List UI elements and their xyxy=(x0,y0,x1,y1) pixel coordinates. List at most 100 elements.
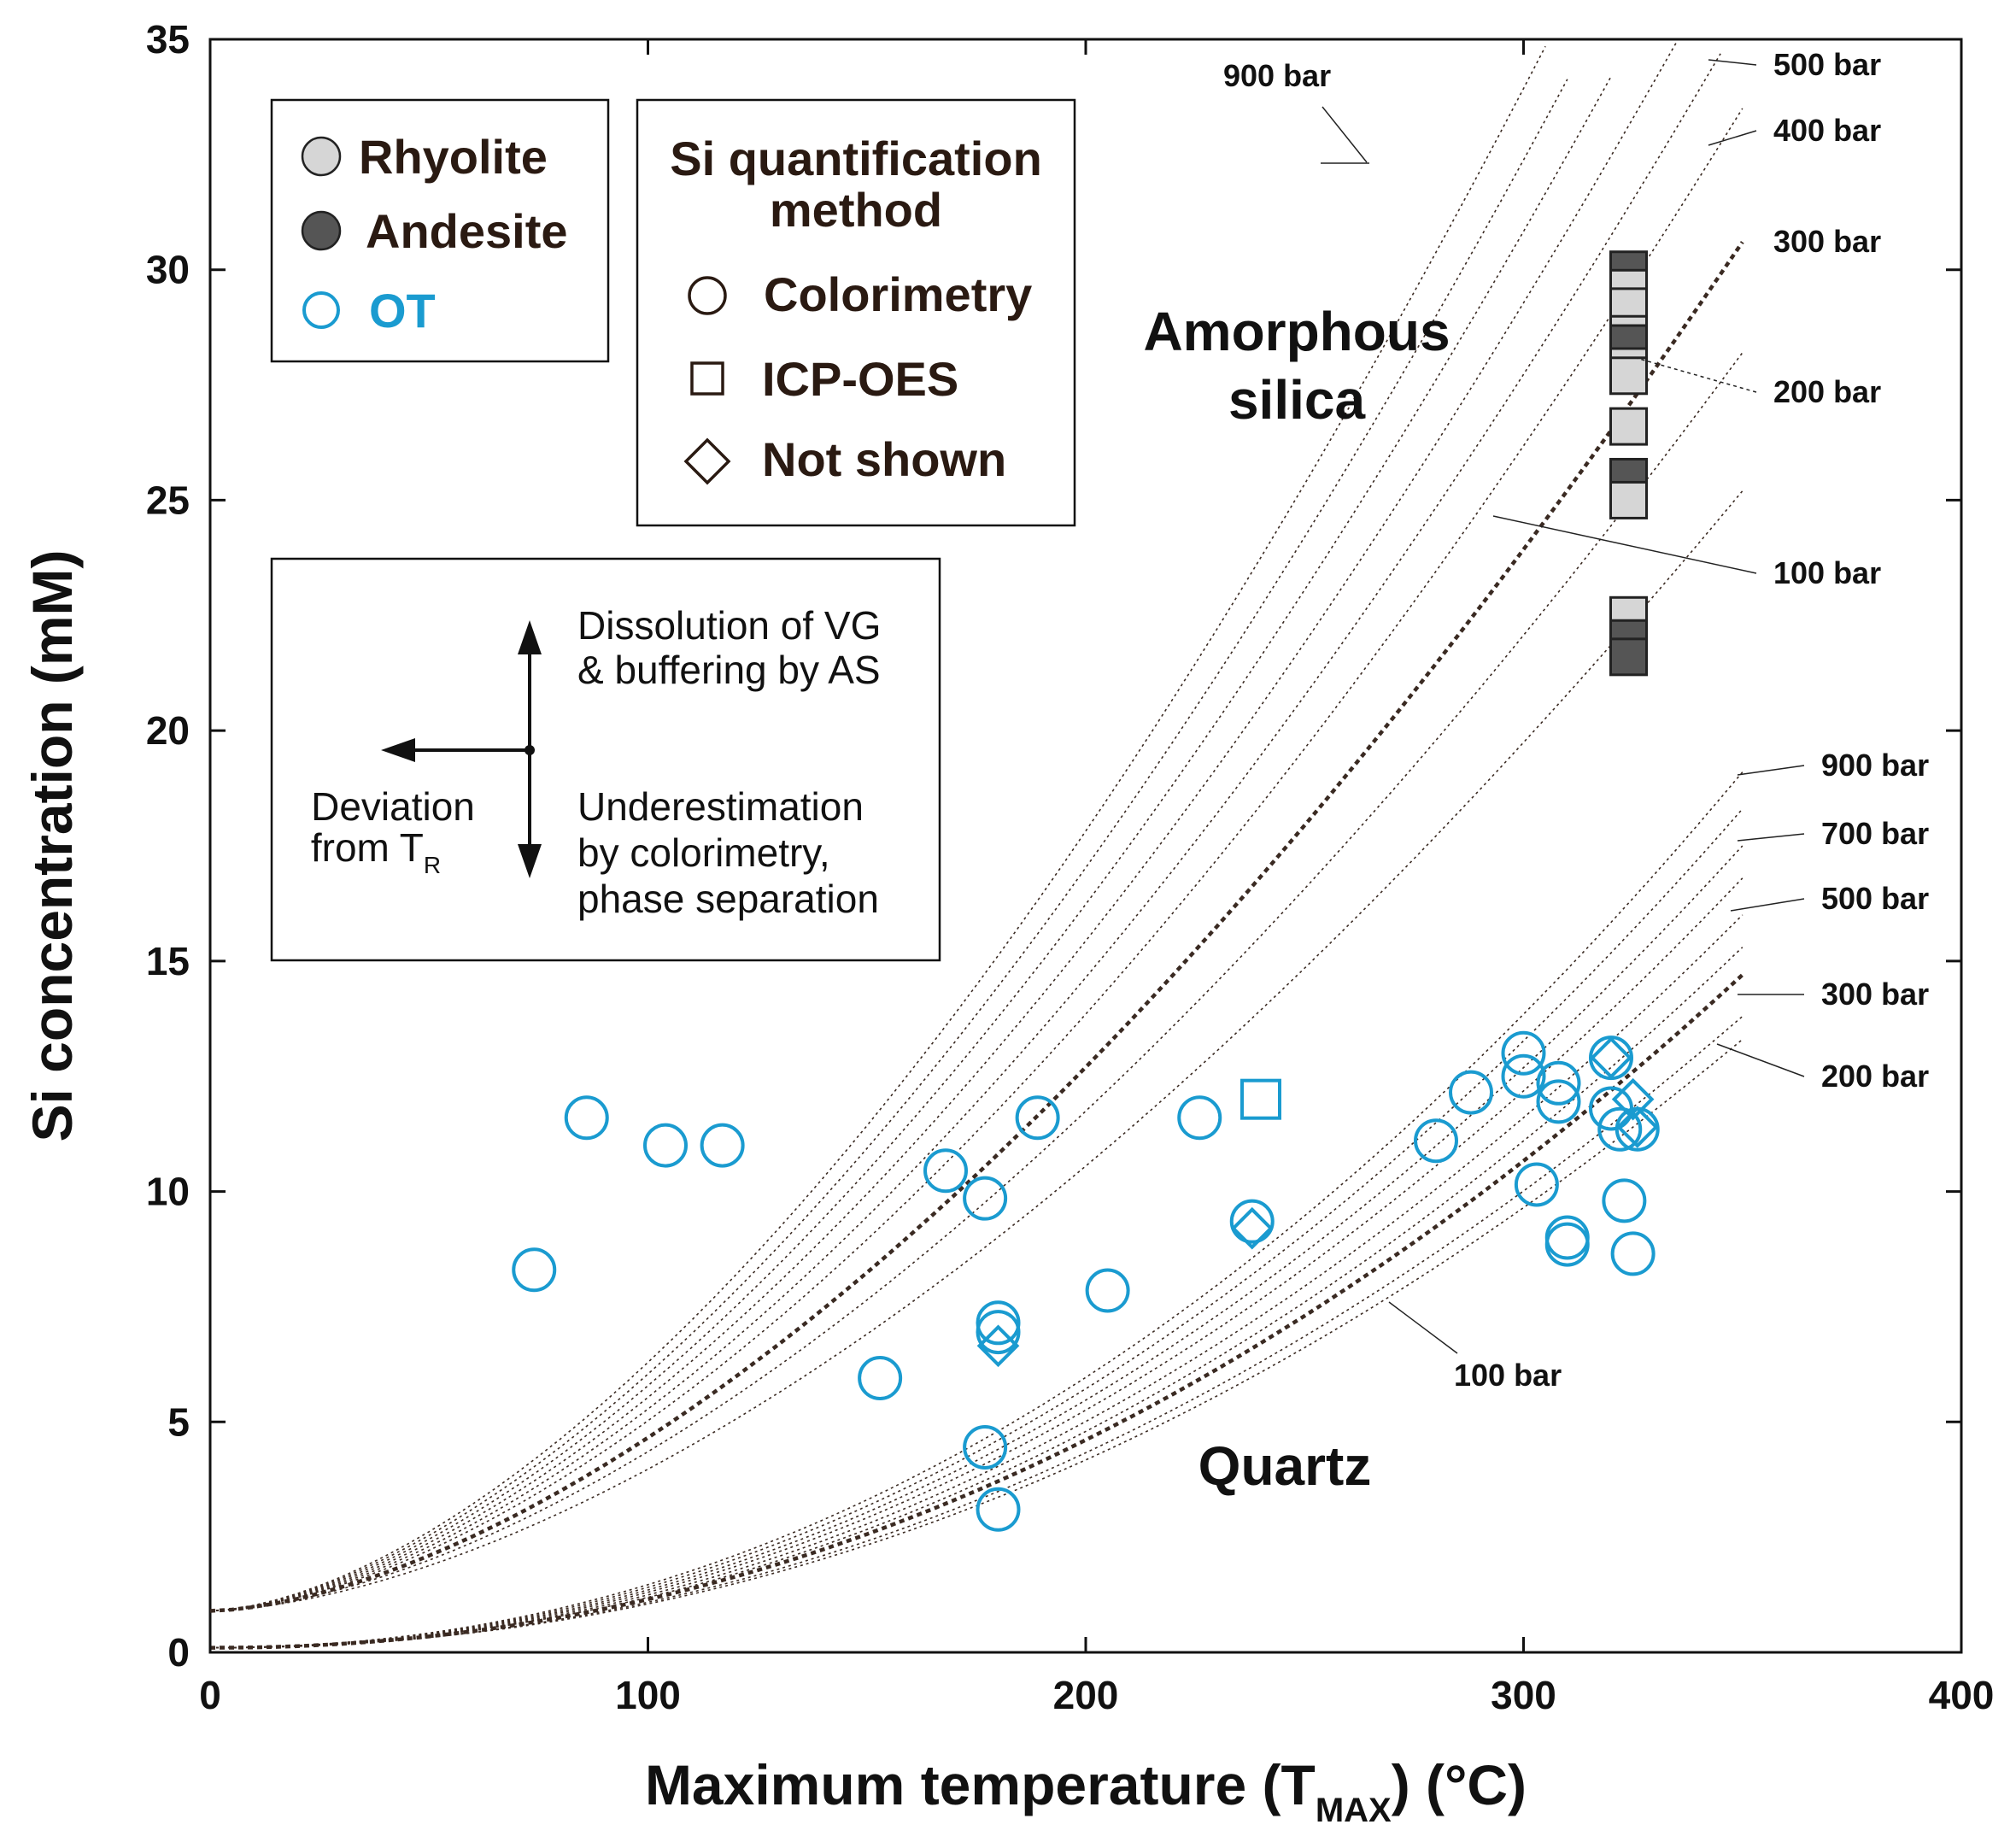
ot-colorimetry-point xyxy=(1610,1231,1656,1276)
x-tick-label: 400 xyxy=(1929,1673,1995,1717)
x-tick-label: 100 xyxy=(615,1673,681,1717)
ot-colorimetry-point xyxy=(700,1123,745,1168)
arrow-down-icon xyxy=(518,844,542,878)
explain-left-1: Deviation xyxy=(311,784,475,829)
ot-colorimetry-point xyxy=(963,1424,1008,1470)
ot-colorimetry-point xyxy=(963,1176,1008,1221)
ot-not-shown-point xyxy=(1615,1106,1659,1148)
amorphous-curve-100bar xyxy=(209,490,1743,1612)
x-tick-label: 200 xyxy=(1053,1673,1119,1717)
ot-colorimetry-point xyxy=(1514,1162,1559,1207)
quartz-curve-300bar xyxy=(209,973,1744,1650)
ot-colorimetry-point xyxy=(1536,1060,1581,1106)
quartz-curve-900bar xyxy=(209,771,1743,1649)
ot-not-shown-point xyxy=(976,1324,1020,1368)
legend-method-title-2: method xyxy=(770,183,942,237)
ot-icp-point xyxy=(1240,1078,1281,1120)
data-points xyxy=(512,250,1660,1532)
amorphous-silica-label-2: silica xyxy=(1228,369,1366,431)
solubility-curves xyxy=(209,41,1744,1650)
andesite-point xyxy=(1609,637,1648,677)
rhyolite-point xyxy=(1609,356,1648,396)
amorphous-curve-300bar xyxy=(209,241,1744,1613)
amorphous-silica-label: Amorphous xyxy=(1143,301,1450,362)
explain-down-2: by colorimetry, xyxy=(577,830,830,875)
legend-andesite-symbol xyxy=(301,210,342,251)
amorphous-pressure-labels: 900 bar 500 bar 400 bar 300 bar 200 bar … xyxy=(1223,47,1881,590)
ot-colorimetry-point xyxy=(1449,1070,1493,1115)
ot-colorimetry-point xyxy=(1602,1178,1647,1223)
as-label-900: 900 bar xyxy=(1223,58,1331,93)
legend-circle-symbol xyxy=(688,276,727,315)
x-tick-label: 0 xyxy=(199,1673,221,1717)
legend-square-symbol xyxy=(690,361,724,396)
legend-colorimetry-label: Colorimetry xyxy=(764,267,1032,321)
legend-method-title: Si quantification xyxy=(670,132,1042,185)
y-tick-label: 5 xyxy=(167,1399,190,1444)
legend-ot-label: OT xyxy=(369,284,436,337)
ot-colorimetry-point xyxy=(976,1487,1021,1532)
ot-not-shown-point xyxy=(1590,1036,1632,1079)
legend-ot-symbol xyxy=(302,291,340,329)
legend-not-shown-label: Not shown xyxy=(762,432,1006,486)
ot-colorimetry-point xyxy=(1414,1118,1458,1164)
explain-left-2: from TR xyxy=(311,825,441,878)
amorphous-curve-200bar xyxy=(209,352,1743,1612)
legend-rock: Rhyolite Andesite OT xyxy=(270,98,610,363)
as-label-500: 500 bar xyxy=(1773,47,1881,82)
amorphous-curve-400bar xyxy=(209,108,1743,1612)
ot-colorimetry-point xyxy=(976,1300,1021,1346)
x-tick-label: 300 xyxy=(1491,1673,1556,1717)
qz-label-700: 700 bar xyxy=(1821,816,1929,851)
arrow-up-icon xyxy=(518,620,542,654)
ot-colorimetry-point xyxy=(1229,1199,1275,1244)
ot-colorimetry-point xyxy=(1501,1030,1546,1076)
ot-colorimetry-point xyxy=(1597,1106,1643,1152)
y-tick-label: 35 xyxy=(146,17,190,62)
ot-not-shown-point xyxy=(1611,1077,1655,1121)
amorphous-curve-900bar xyxy=(209,45,1546,1612)
ot-colorimetry-point xyxy=(923,1148,968,1194)
explanation-box: Dissolution of VG & buffering by AS Devi… xyxy=(270,557,941,962)
arrow-left-icon xyxy=(381,738,415,762)
legend-andesite-label: Andesite xyxy=(366,204,568,258)
legend-diamond-symbol xyxy=(683,437,731,485)
amorphous-curve-600bar xyxy=(209,41,1678,1612)
quartz-curve-600bar xyxy=(209,877,1743,1649)
y-axis-title: Si concentration (mM) xyxy=(21,549,84,1141)
as-label-400: 400 bar xyxy=(1773,113,1881,148)
ot-colorimetry-point xyxy=(564,1095,609,1141)
amorphous-curve-500bar xyxy=(209,53,1721,1612)
quartz-curve-500bar xyxy=(209,914,1743,1649)
ot-colorimetry-point xyxy=(1085,1268,1130,1313)
quartz-curve-700bar xyxy=(209,845,1743,1649)
as-label-200: 200 bar xyxy=(1773,374,1881,409)
explain-down-1: Underestimation xyxy=(577,784,864,829)
y-tick-label: 0 xyxy=(167,1630,190,1675)
explain-up-2: & buffering by AS xyxy=(577,648,881,692)
quartz-pressure-labels: 900 bar 700 bar 500 bar 300 bar 200 bar … xyxy=(1388,748,1929,1393)
qz-label-100: 100 bar xyxy=(1454,1358,1562,1393)
axis-ticks: 0 100 200 300 400 0 5 10 15 20 25 30 35 xyxy=(146,17,1995,1717)
ot-colorimetry-point xyxy=(1177,1095,1222,1141)
quartz-curve-200bar xyxy=(209,1015,1743,1649)
legend-method: Si quantification method Colorimetry ICP… xyxy=(636,98,1076,527)
qz-label-900: 900 bar xyxy=(1821,748,1929,783)
legend-rhyolite-symbol xyxy=(301,136,342,177)
y-tick-label: 15 xyxy=(146,939,190,983)
qz-label-200: 200 bar xyxy=(1821,1059,1929,1094)
rhyolite-point xyxy=(1609,480,1648,519)
y-tick-label: 30 xyxy=(146,248,190,292)
quartz-curve-800bar xyxy=(209,808,1743,1649)
ot-colorimetry-point xyxy=(1544,1222,1590,1267)
ot-colorimetry-point xyxy=(1015,1095,1060,1141)
explain-down-3: phase separation xyxy=(577,877,879,921)
legend-rhyolite-label: Rhyolite xyxy=(359,130,548,184)
ot-colorimetry-point xyxy=(976,1310,1021,1355)
qz-label-500: 500 bar xyxy=(1821,881,1929,916)
ot-colorimetry-point xyxy=(1501,1053,1546,1099)
quartz-label: Quartz xyxy=(1198,1435,1372,1497)
quartz-curve-400bar xyxy=(209,947,1743,1649)
y-tick-label: 10 xyxy=(146,1170,190,1214)
